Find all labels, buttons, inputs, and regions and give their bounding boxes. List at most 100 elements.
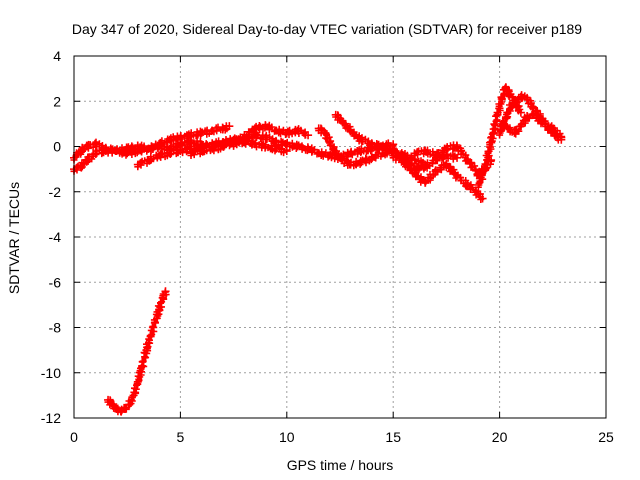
data-point	[314, 149, 323, 158]
data-point	[538, 117, 547, 126]
data-point	[421, 147, 430, 156]
data-point	[155, 140, 164, 149]
series-arc-low-left	[104, 287, 170, 416]
y-tick-label: 4	[53, 48, 61, 64]
y-axis-label: SDTVAR / TECUs	[6, 182, 22, 294]
data-point	[357, 135, 366, 144]
data-point	[129, 391, 138, 400]
data-point	[346, 160, 355, 169]
data-point	[123, 144, 132, 153]
data-point	[187, 131, 196, 140]
data-point	[478, 194, 487, 203]
data-point	[82, 156, 91, 165]
data-point	[431, 167, 440, 176]
y-tick-label: -6	[49, 274, 62, 290]
data-point	[91, 149, 100, 158]
data-point	[421, 162, 430, 171]
data-point	[138, 361, 147, 370]
y-tick-label: -12	[41, 410, 61, 426]
data-point	[474, 190, 483, 199]
data-point	[453, 142, 462, 151]
data-point	[506, 90, 515, 99]
x-tick-label: 10	[279, 429, 295, 445]
data-point	[346, 149, 355, 158]
data-point	[229, 140, 238, 149]
data-point	[410, 169, 419, 178]
data-point	[304, 144, 313, 153]
data-point	[293, 142, 302, 151]
data-point	[159, 291, 168, 300]
x-tick-label: 25	[598, 429, 614, 445]
data-layer	[70, 83, 566, 416]
data-point	[282, 140, 291, 149]
data-point	[529, 110, 538, 119]
data-point	[133, 142, 142, 151]
data-point	[504, 124, 513, 133]
series-arc-afternoon-2	[389, 151, 487, 203]
data-point	[208, 126, 217, 135]
data-point	[155, 151, 164, 160]
data-point	[76, 147, 85, 156]
x-tick-label: 5	[177, 429, 185, 445]
x-axis-label: GPS time / hours	[287, 457, 394, 473]
data-point	[442, 144, 451, 153]
data-point	[144, 144, 153, 153]
data-point	[516, 122, 525, 131]
data-point	[378, 149, 387, 158]
data-point	[442, 160, 451, 169]
data-point	[367, 153, 376, 162]
data-point	[108, 400, 117, 409]
data-point	[176, 133, 185, 142]
data-point	[557, 135, 566, 144]
data-point	[325, 151, 334, 160]
data-point	[112, 147, 121, 156]
data-point	[91, 140, 100, 149]
data-point	[146, 332, 155, 341]
data-point	[321, 128, 330, 137]
data-point	[125, 400, 134, 409]
data-point	[104, 395, 113, 404]
data-point	[197, 128, 206, 137]
data-point	[250, 124, 259, 133]
y-tick-label: -2	[49, 184, 62, 200]
data-point	[493, 110, 502, 119]
data-point	[523, 113, 532, 122]
x-tick-label: 20	[492, 429, 508, 445]
data-point	[272, 137, 281, 146]
data-point	[261, 133, 270, 142]
x-tick-label: 0	[70, 429, 78, 445]
data-point	[218, 124, 227, 133]
data-point	[187, 149, 196, 158]
data-point	[101, 144, 110, 153]
data-point	[218, 142, 227, 151]
data-point	[250, 131, 259, 140]
data-point	[282, 128, 291, 137]
data-point	[389, 151, 398, 160]
data-point	[340, 119, 349, 128]
data-point	[197, 147, 206, 156]
data-point	[112, 404, 121, 413]
data-point	[463, 156, 472, 165]
data-point	[314, 124, 323, 133]
y-tick-label: 0	[53, 139, 61, 155]
x-tick-label: 15	[385, 429, 401, 445]
y-tick-label: -4	[49, 229, 62, 245]
data-point	[293, 126, 302, 135]
data-point	[544, 124, 553, 133]
data-point	[516, 92, 525, 101]
data-point	[348, 128, 357, 137]
data-point	[463, 180, 472, 189]
data-point	[410, 149, 419, 158]
data-point	[261, 122, 270, 131]
data-point	[487, 137, 496, 146]
y-tick-label: -10	[41, 365, 61, 381]
data-point	[240, 135, 249, 144]
data-point	[331, 149, 340, 158]
grid-layer	[74, 56, 606, 418]
y-tick-label: -8	[49, 320, 62, 336]
data-point	[510, 128, 519, 137]
data-point	[431, 151, 440, 160]
data-point	[121, 404, 130, 413]
